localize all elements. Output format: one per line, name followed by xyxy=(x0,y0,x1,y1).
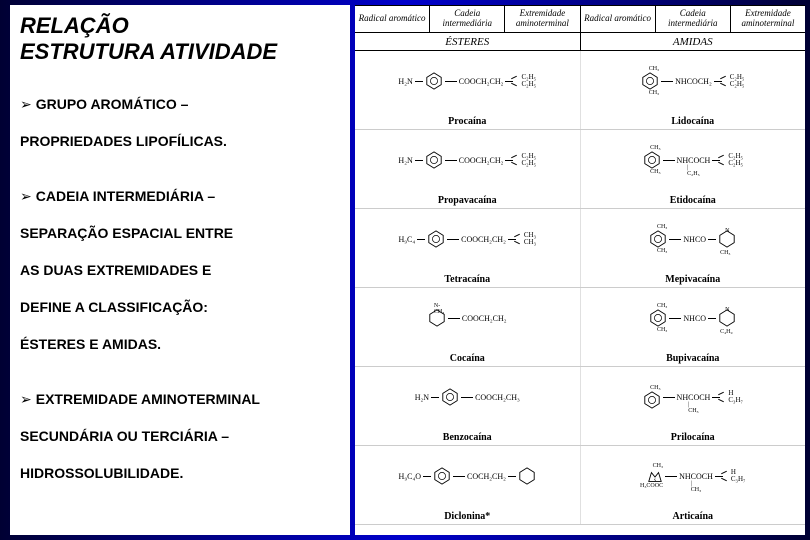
drug-name-left: Propavacaína xyxy=(355,195,580,206)
section-amidas: AMIDAS xyxy=(580,33,806,50)
chem-right-half: CH₃CH₃NHCONC₄H₉ Bupivacaína xyxy=(580,288,806,366)
section-esteres: ÉSTERES xyxy=(355,33,580,50)
text-secundaria: SECUNDÁRIA OU TERCIÁRIA – xyxy=(20,426,340,447)
header-cell: Extremidade aminoterminal xyxy=(504,6,579,32)
chem-right-half: CH₃CH₃NHCOCH₂C₂H₅C₂H₅ Lidocaína xyxy=(580,51,806,129)
drug-name-left: Tetracaína xyxy=(355,274,580,285)
chemical-table-panel: Radical aromáticoCadeia intermediáriaExt… xyxy=(355,5,805,535)
chem-right-half: CH₃CH₃NHCOCH|C₂H₅C₂H₅C₂H₅ Etidocaína xyxy=(580,130,806,208)
chem-left-half: H₉C₄COOCH₂CH₂CH₃CH₃ Tetracaína xyxy=(355,209,580,287)
chemical-table: Radical aromáticoCadeia intermediáriaExt… xyxy=(355,5,805,535)
text-propriedades: PROPRIEDADES LIPOFÍLICAS. xyxy=(20,131,340,152)
bullet-cadeia-intermediaria: CADEIA INTERMEDIÁRIA – xyxy=(20,186,340,207)
chem-row: H₉C₄COOCH₂CH₂CH₃CH₃ Tetracaína CH₃CH₃NHC… xyxy=(355,209,805,288)
title-line-1: RELAÇÃO xyxy=(20,13,129,38)
chem-row: H₂NCOOCH₂CH₂C₂H₅C₂H₅ Propavacaína CH₃CH₃… xyxy=(355,130,805,209)
text-hidrossolubilidade: HIDROSSOLUBILIDADE. xyxy=(20,463,340,484)
bullet-grupo-aromatico: GRUPO AROMÁTICO – xyxy=(20,94,340,115)
chem-left-half: H₉C₄OCOCH₂CH₂ Diclonina* xyxy=(355,446,580,524)
drug-name-right: Etidocaína xyxy=(581,195,806,206)
chem-row: N-CH₃COOCH₂CH₂ Cocaína CH₃CH₃NHCONC₄H₉ B… xyxy=(355,288,805,367)
chem-left-half: H₂NCOOCH₂CH₂C₂H₅C₂H₅ Propavacaína xyxy=(355,130,580,208)
chem-row: H₉C₄OCOCH₂CH₂ Diclonina* CH₃SH₃COOCNHCOC… xyxy=(355,446,805,525)
text-extremidades: AS DUAS EXTREMIDADES E xyxy=(20,260,340,281)
text-classificacao: DEFINE A CLASSIFICAÇÃO: xyxy=(20,297,340,318)
drug-name-right: Lidocaína xyxy=(581,116,806,127)
header-cell: Radical aromático xyxy=(355,6,429,32)
drug-name-right: Articaína xyxy=(581,511,806,522)
drug-name-right: Mepivacaína xyxy=(581,274,806,285)
chem-row: H₂NCOOCH₂CH₂C₂H₅C₂H₅ Procaína CH₃CH₃NHCO… xyxy=(355,51,805,130)
header-cell: Cadeia intermediária xyxy=(429,6,504,32)
title-line-2: ESTRUTURA ATIVIDADE xyxy=(20,39,277,64)
chem-left-half: H₂NCOOCH₂CH₂C₂H₅C₂H₅ Procaína xyxy=(355,51,580,129)
header-cell: Radical aromático xyxy=(580,6,655,32)
chem-right-half: CH₃CH₃NHCONCH₃ Mepivacaína xyxy=(580,209,806,287)
table-header-row: Radical aromáticoCadeia intermediáriaExt… xyxy=(355,5,805,33)
bullet-extremidade-amino: EXTREMIDADE AMINOTERMINAL xyxy=(20,389,340,410)
chem-right-half: CH₃SH₃COOCNHCOCH|CH₃HC₃H₇ Articaína xyxy=(580,446,806,524)
chemical-rows: H₂NCOOCH₂CH₂C₂H₅C₂H₅ Procaína CH₃CH₃NHCO… xyxy=(355,51,805,525)
header-cell: Extremidade aminoterminal xyxy=(730,6,805,32)
chem-right-half: CH₃NHCOCH|CH₃HC₃H₇ Prilocaína xyxy=(580,367,806,445)
chem-left-half: N-CH₃COOCH₂CH₂ Cocaína xyxy=(355,288,580,366)
slide-title: RELAÇÃO ESTRUTURA ATIVIDADE xyxy=(20,13,340,66)
section-title-row: ÉSTERES AMIDAS xyxy=(355,33,805,51)
chem-left-half: H₂NCOOCH₂CH₃ Benzocaína xyxy=(355,367,580,445)
drug-name-left: Benzocaína xyxy=(355,432,580,443)
drug-name-right: Prilocaína xyxy=(581,432,806,443)
text-esteres-amidas: ÉSTERES E AMIDAS. xyxy=(20,334,340,355)
drug-name-left: Procaína xyxy=(355,116,580,127)
left-text-panel: RELAÇÃO ESTRUTURA ATIVIDADE GRUPO AROMÁT… xyxy=(10,5,350,535)
drug-name-left: Cocaína xyxy=(355,353,580,364)
drug-name-right: Bupivacaína xyxy=(581,353,806,364)
chem-row: H₂NCOOCH₂CH₃ Benzocaína CH₃NHCOCH|CH₃HC₃… xyxy=(355,367,805,446)
drug-name-left: Diclonina* xyxy=(355,511,580,522)
text-separacao: SEPARAÇÃO ESPACIAL ENTRE xyxy=(20,223,340,244)
header-cell: Cadeia intermediária xyxy=(655,6,730,32)
